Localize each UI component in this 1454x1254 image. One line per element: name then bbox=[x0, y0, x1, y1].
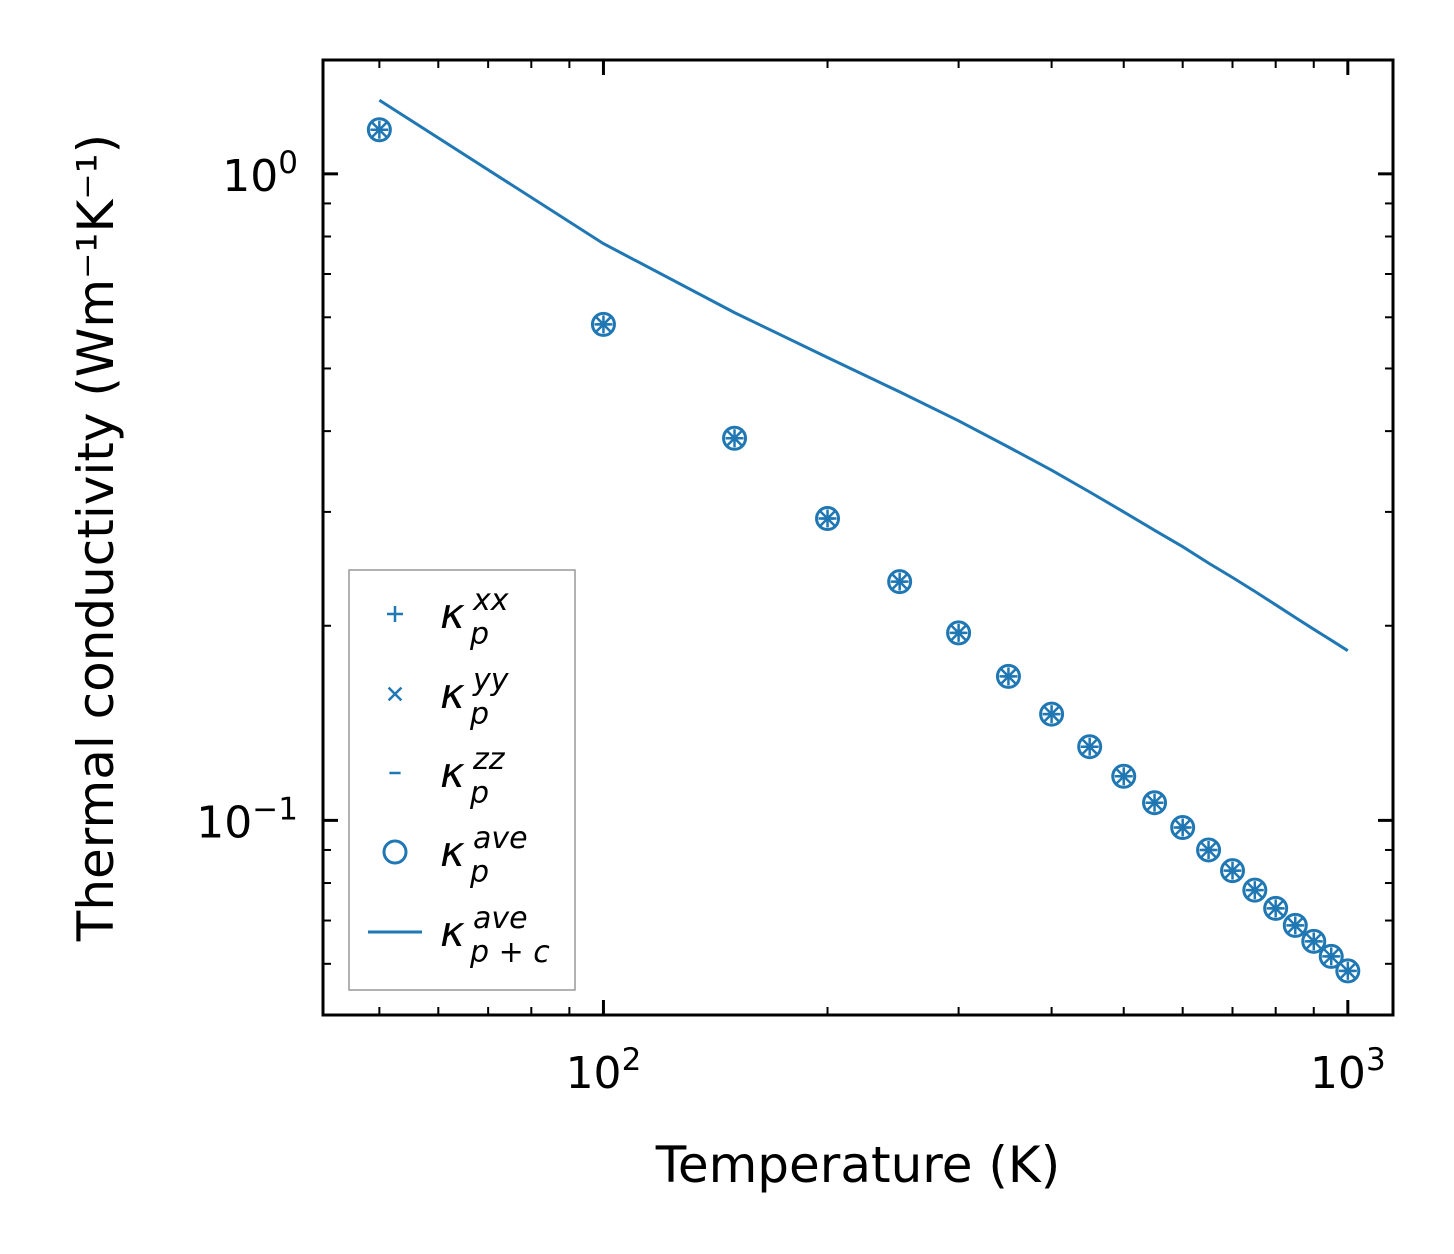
tick-labels: 102 103 100 10−1 bbox=[196, 145, 1385, 1099]
x-tick-label: 103 bbox=[1310, 1042, 1386, 1099]
data-point-kappa_p_ave bbox=[366, 117, 392, 143]
legend-label: κ bbox=[440, 748, 465, 797]
y-tick-label: 100 bbox=[222, 145, 298, 202]
legend-marker-x bbox=[387, 686, 403, 702]
data-point-kappa_p_ave bbox=[1335, 958, 1361, 984]
data-point-kappa_p_ave bbox=[1170, 814, 1196, 840]
y-axis-label: Thermal conductivity (Wm⁻¹K⁻¹) bbox=[67, 134, 125, 942]
data-point-kappa_p_ave bbox=[1301, 928, 1327, 954]
data-point-kappa_p_ave bbox=[1196, 837, 1222, 863]
legend-marker-plus bbox=[387, 606, 403, 622]
legend-label: κ bbox=[440, 907, 465, 956]
x-axis-label: Temperature (K) bbox=[655, 1136, 1060, 1194]
legend-label-sup: yy bbox=[472, 663, 510, 698]
legend-entry-2: κ zzp bbox=[389, 742, 506, 811]
data-point-kappa_p_ave bbox=[1220, 858, 1246, 884]
data-point-kappa_p_ave bbox=[1263, 895, 1289, 921]
data-point-kappa_p_ave bbox=[815, 506, 841, 532]
major-ticks bbox=[323, 60, 1393, 1015]
data-point-kappa_p_ave bbox=[1039, 701, 1065, 727]
data-point-kappa_p_ave bbox=[995, 663, 1021, 689]
data-point-kappa_p_ave bbox=[946, 620, 972, 646]
series-layer bbox=[366, 98, 1361, 984]
data-point-kappa_p_ave bbox=[1077, 734, 1103, 760]
series-kappa_p_zz bbox=[373, 128, 1355, 973]
data-point-kappa_p_ave bbox=[1282, 912, 1308, 938]
legend-label-sub: p bbox=[469, 617, 489, 652]
legend-entry-0: κ xxp bbox=[387, 583, 509, 652]
legend-label: κ bbox=[440, 589, 465, 638]
data-point-kappa_p_ave bbox=[1318, 943, 1344, 969]
series-kappa_p_ave bbox=[366, 117, 1361, 984]
legend-marker-circle bbox=[382, 839, 408, 865]
legend-label-sup: ave bbox=[473, 821, 528, 856]
legend-label-sub: p bbox=[469, 855, 489, 890]
y-tick-label: 10−1 bbox=[196, 791, 298, 848]
legend-box bbox=[348, 569, 576, 991]
plot-frame bbox=[321, 58, 1395, 1017]
data-point-kappa_p_ave bbox=[887, 569, 913, 595]
series-line-kappa_pc_ave bbox=[378, 98, 1349, 652]
legend-label-sub: p + c bbox=[469, 935, 550, 970]
legend-entry-1: κ yyp bbox=[387, 663, 510, 732]
data-point-kappa_p_ave bbox=[722, 425, 748, 451]
data-point-kappa_p_ave bbox=[1142, 790, 1168, 816]
data-point-kappa_p_ave bbox=[590, 311, 616, 337]
legend-label-sup: xx bbox=[472, 583, 509, 618]
legend-label: κ bbox=[440, 669, 465, 718]
legend-label-sub: p bbox=[469, 776, 489, 811]
legend-label: κ bbox=[440, 827, 465, 876]
x-tick-label: 102 bbox=[566, 1042, 642, 1099]
legend-label-sup: ave bbox=[473, 901, 528, 936]
data-point-kappa_p_ave bbox=[1111, 763, 1137, 789]
legend-label-sub: p bbox=[469, 697, 489, 732]
legend-label-sup: zz bbox=[472, 742, 506, 777]
series-kappa_pc_ave bbox=[378, 98, 1349, 652]
data-point-kappa_p_ave bbox=[1242, 877, 1268, 903]
